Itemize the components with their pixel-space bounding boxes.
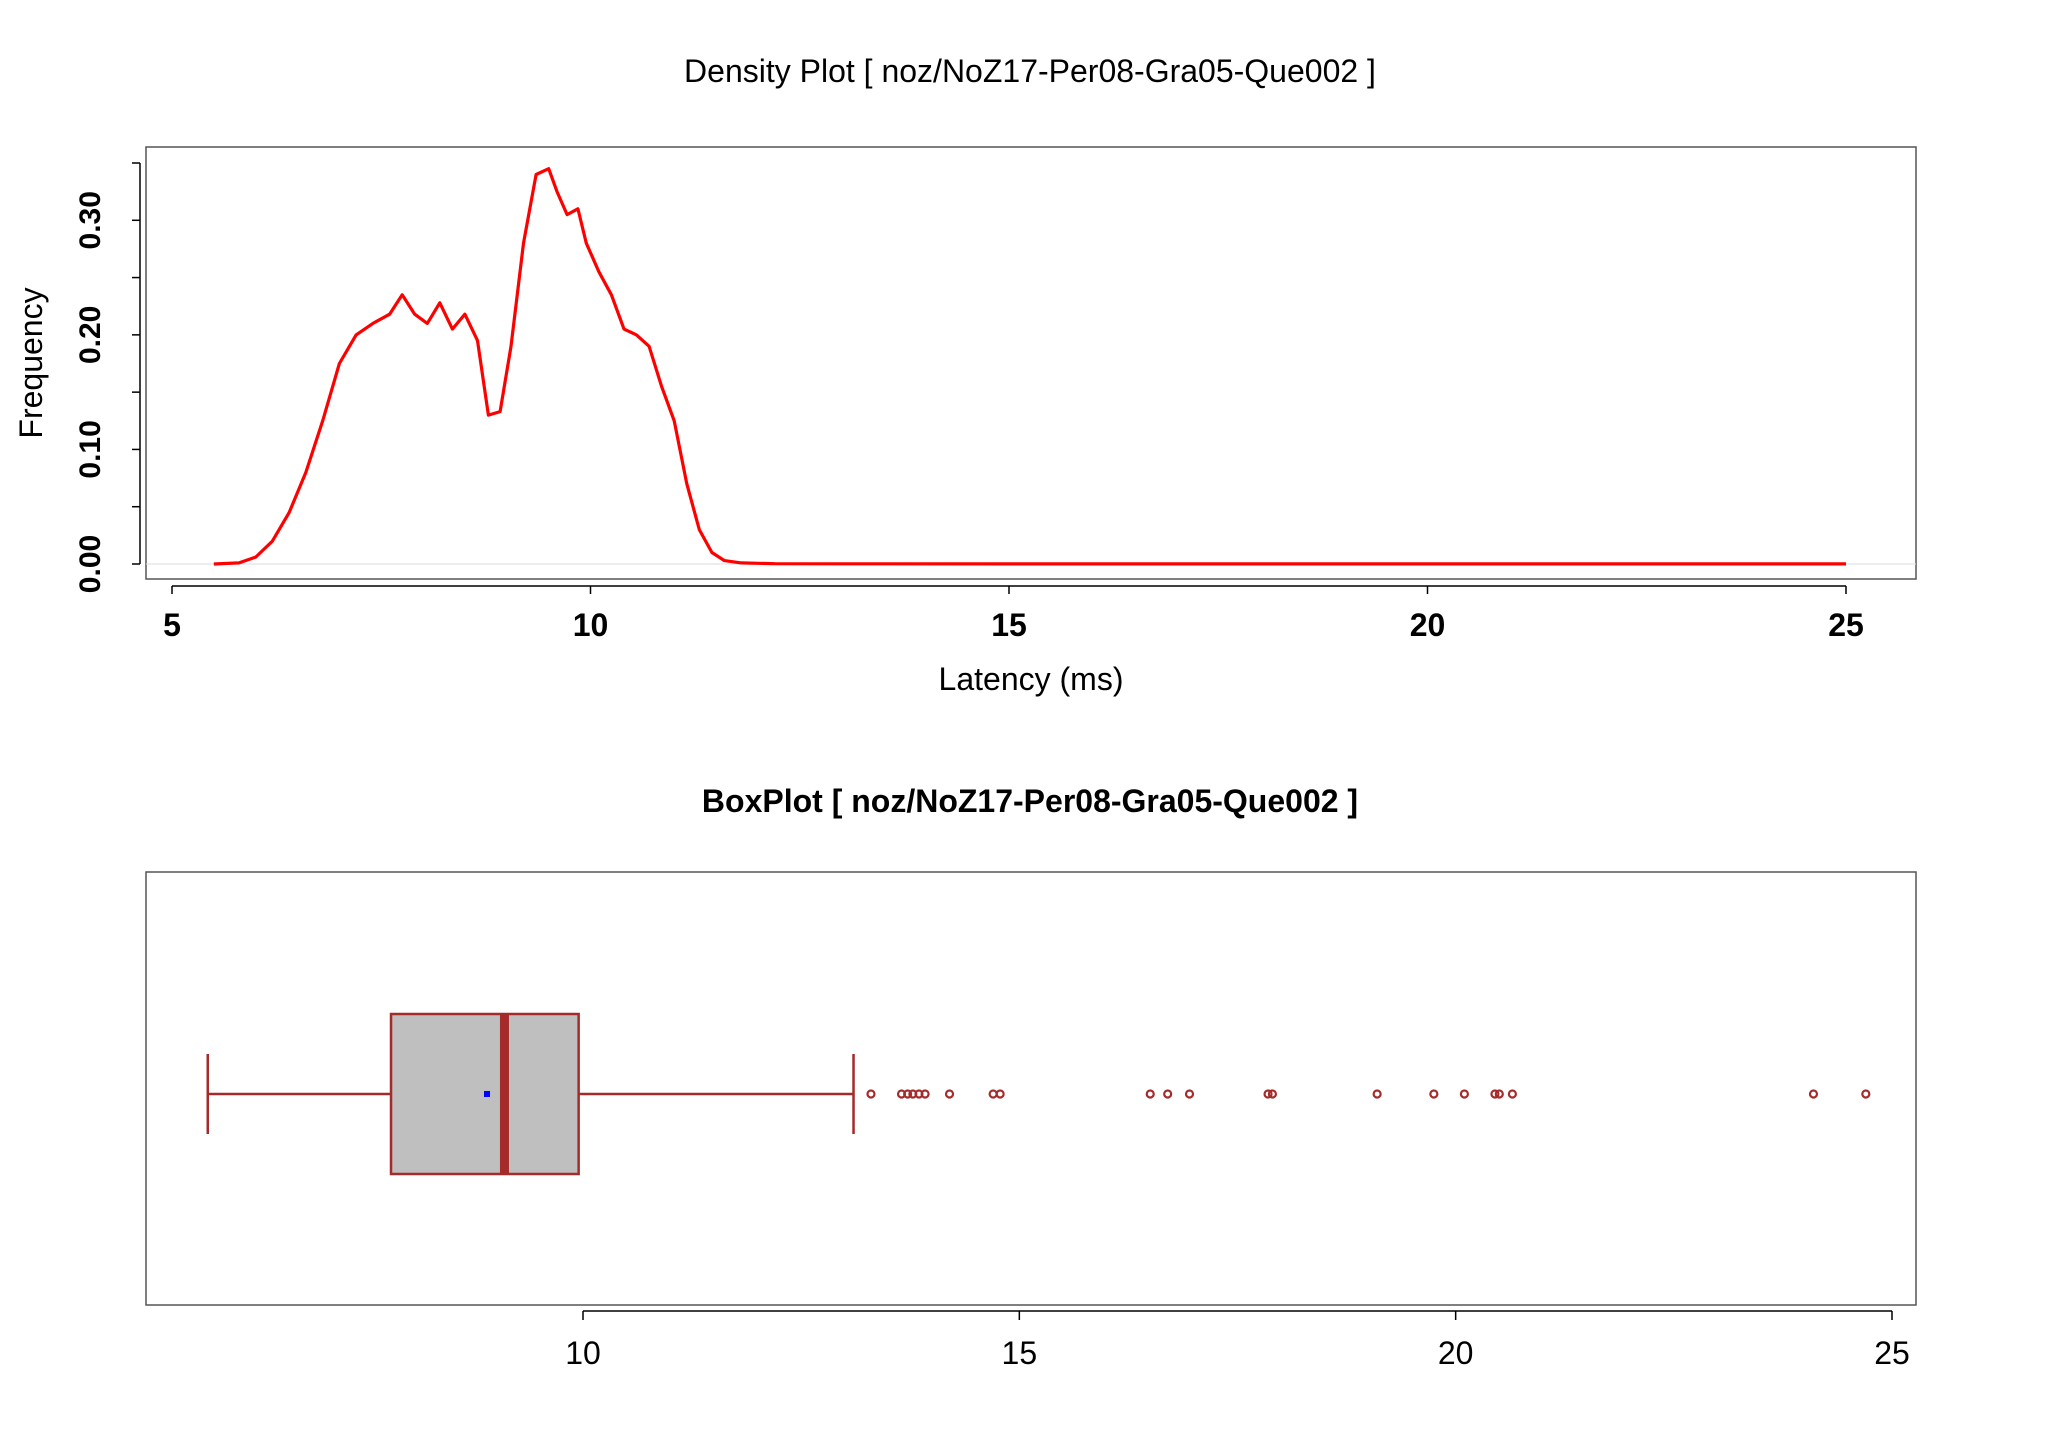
density-y-tick-label: 0.10 [74,420,107,478]
outlier-point [1490,1089,1500,1099]
box-x-tick-label: 25 [1874,1335,1910,1371]
outlier-point [1263,1089,1273,1099]
outlier-point [1507,1089,1517,1099]
box-title: BoxPlot [ noz/NoZ17-Per08-Gra05-Que002 ] [702,783,1358,819]
density-x-tick-label: 5 [163,607,181,643]
density-x-axis: 5 10 15 20 25 [163,585,1864,643]
density-y-label: Frequency [13,287,49,438]
outlier-point [1145,1089,1155,1099]
density-y-axis: 0.00 0.10 0.20 0.30 [74,162,141,593]
density-x-tick-label: 10 [573,607,609,643]
box-mean-marker [484,1091,491,1097]
outlier-point [1372,1089,1382,1099]
outlier-point [1267,1089,1278,1099]
box-plot-elements [206,1012,1871,1176]
density-y-tick-label: 0.20 [74,306,107,364]
density-y-tick-label: 0.30 [74,191,107,249]
density-curve [213,167,1846,566]
outlier-point [1459,1089,1469,1099]
outlier-point [1163,1089,1173,1099]
box-x-tick-label: 10 [565,1335,601,1371]
outlier-point [866,1089,876,1099]
box-chart: BoxPlot [ noz/NoZ17-Per08-Gra05-Que002 ]… [145,783,1917,1371]
density-x-tick-label: 15 [991,607,1027,643]
density-title: Density Plot [ noz/NoZ17-Per08-Gra05-Que… [684,53,1376,89]
box-x-axis: 10 15 20 25 [565,1310,1910,1371]
outlier-point [944,1089,955,1099]
outlier-point [920,1089,930,1099]
outlier-point [903,1089,913,1099]
density-chart: Density Plot [ noz/NoZ17-Per08-Gra05-Que… [13,53,1917,697]
density-x-label: Latency (ms) [939,661,1124,697]
density-plot-frame [145,146,1917,580]
density-x-tick-label: 20 [1410,607,1446,643]
outlier-point [995,1089,1005,1099]
outlier-point [1494,1089,1504,1099]
outlier-point [1861,1089,1871,1099]
density-x-tick-label: 25 [1828,607,1864,643]
density-y-tick-label: 0.00 [74,535,107,593]
box-x-tick-label: 15 [1002,1335,1038,1371]
box-plot-frame [145,871,1917,1306]
outlier-point [1184,1089,1195,1099]
outlier-point [1429,1089,1439,1099]
outlier-point [1808,1089,1819,1099]
box-x-tick-label: 20 [1438,1335,1474,1371]
